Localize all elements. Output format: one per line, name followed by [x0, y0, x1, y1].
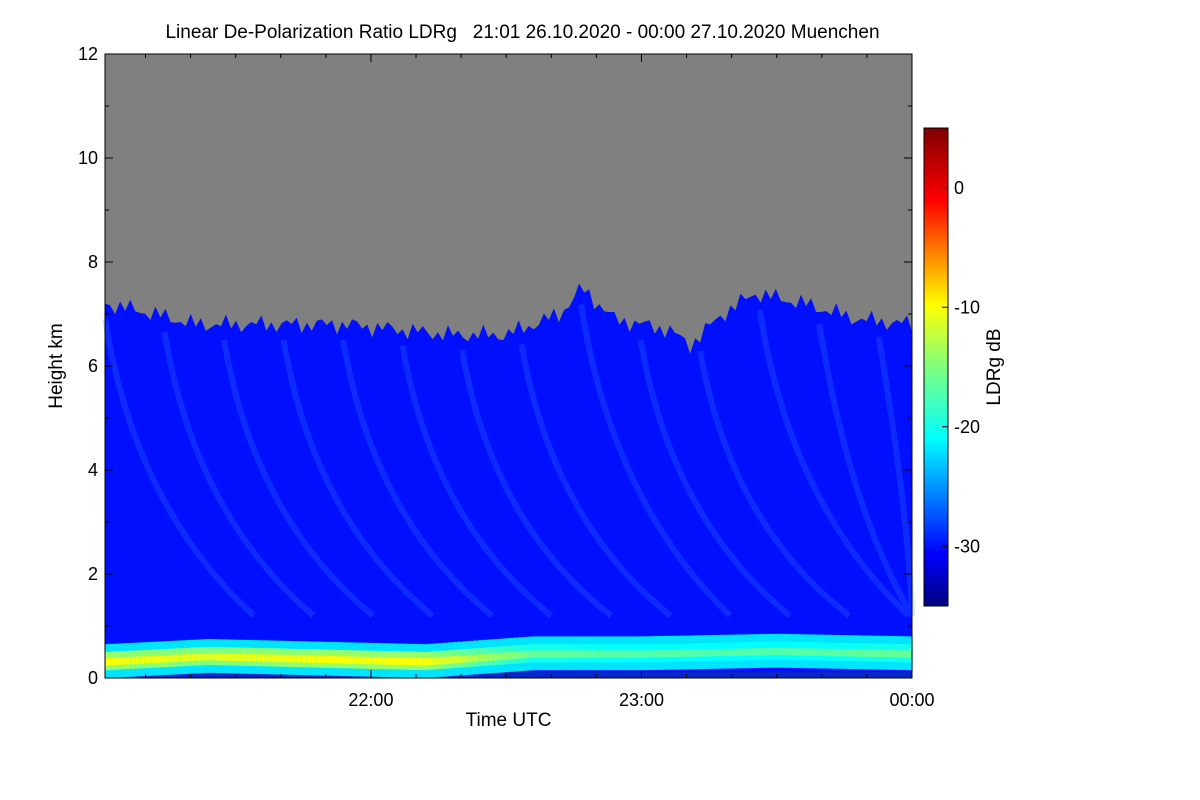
ground-band: [105, 671, 912, 678]
y-tick-label: 8: [88, 252, 98, 272]
heatmap-area: [102, 54, 915, 678]
x-tick-label: 22:00: [348, 690, 393, 710]
x-tick-label: 00:00: [889, 690, 934, 710]
chart-title: Linear De-Polarization Ratio LDRg 21:01 …: [165, 22, 880, 43]
fall-streaks: [102, 304, 915, 618]
y-tick-label: 6: [88, 356, 98, 376]
y-axis-title: Height km: [46, 323, 67, 409]
y-tick-label: 0: [88, 668, 98, 688]
y-tick-label: 12: [78, 44, 98, 64]
y-tick-label: 4: [88, 460, 98, 480]
colorbar-tick-label: -30: [954, 536, 980, 556]
colorbar-tick-label: -10: [954, 297, 980, 317]
colorbar-label: LDRg dB: [984, 328, 1005, 405]
y-tick-label: 2: [88, 564, 98, 584]
y-tick-label: 10: [78, 148, 98, 168]
colorbar-tick-label: 0: [954, 178, 964, 198]
colorbar: [923, 127, 949, 607]
colorbar-tick-label: -20: [954, 417, 980, 437]
signal-region: [105, 283, 912, 678]
boundary-layer: [105, 633, 913, 678]
x-axis-title: Time UTC: [466, 710, 552, 731]
x-tick-label: 23:00: [619, 690, 664, 710]
